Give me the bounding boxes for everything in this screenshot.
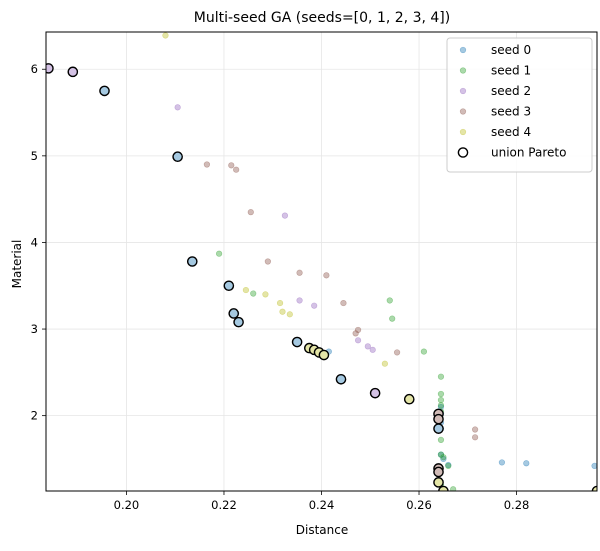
data-point [471, 426, 479, 433]
data-point [311, 302, 318, 309]
series-3-points [203, 161, 479, 441]
data-point [369, 346, 376, 353]
data-point [437, 373, 445, 380]
y-axis-label: Material [10, 240, 24, 289]
data-point [471, 434, 479, 441]
data-point [440, 455, 447, 463]
pareto-point [318, 349, 330, 361]
series-2-points [174, 104, 376, 353]
data-point [437, 451, 445, 458]
legend-marker [459, 87, 467, 95]
data-point [216, 250, 223, 257]
data-point [354, 337, 362, 344]
data-point [498, 459, 506, 466]
data-point [250, 290, 257, 297]
data-point [228, 162, 235, 169]
data-point [247, 209, 254, 216]
legend-marker [459, 46, 467, 54]
x-tick-label: 0.28 [504, 498, 530, 512]
data-point [296, 269, 303, 276]
pareto-point [433, 466, 444, 478]
data-point [445, 461, 452, 469]
x-tick-label: 0.24 [309, 498, 335, 512]
y-tick-label: 6 [31, 62, 38, 76]
data-point [389, 315, 396, 322]
x-axis-label: Distance [296, 523, 348, 537]
legend-marker [459, 128, 467, 136]
data-point [281, 212, 289, 219]
pareto-point [228, 308, 240, 319]
data-point [203, 161, 211, 168]
data-point [352, 330, 359, 337]
data-point [323, 272, 330, 279]
pareto-point [433, 413, 444, 425]
legend-label: union Pareto [491, 146, 566, 160]
pareto-point [403, 393, 415, 405]
data-point [393, 349, 401, 356]
data-point [591, 462, 597, 469]
y-tick-label: 5 [31, 149, 38, 163]
data-point [174, 104, 181, 111]
y-tick-label: 2 [31, 409, 38, 423]
data-point [276, 299, 284, 307]
legend: seed 0 seed 1 seed 2 seed 3 seed 4 union Pare… [446, 37, 593, 173]
data-point [354, 326, 362, 334]
pareto-point [172, 151, 183, 163]
pareto-point [223, 280, 235, 292]
data-point [437, 390, 445, 398]
pareto-points [46, 63, 597, 491]
pareto-point [99, 85, 110, 97]
data-point [437, 451, 445, 458]
data-point [523, 460, 530, 467]
data-point [437, 402, 445, 409]
data-point [445, 462, 452, 469]
pareto-point [186, 256, 198, 267]
y-tick-label: 4 [31, 235, 38, 249]
pareto-point [46, 63, 54, 74]
data-point [264, 258, 271, 265]
legend-label: seed 1 [491, 64, 531, 78]
data-point [440, 454, 447, 461]
legend-marker [457, 147, 469, 158]
pareto-point [335, 373, 347, 385]
data-point [340, 299, 347, 307]
series-4-points [162, 32, 388, 367]
data-point [364, 343, 371, 350]
pareto-point [291, 336, 303, 348]
data-point [437, 396, 445, 404]
data-point [162, 32, 169, 39]
data-point [286, 311, 293, 318]
x-tick-label: 0.22 [211, 498, 237, 512]
data-point [242, 286, 250, 294]
data-point [437, 436, 445, 444]
legend-label: seed 3 [491, 105, 531, 119]
data-point [262, 291, 269, 298]
data-point [381, 360, 388, 367]
pareto-point [67, 66, 79, 78]
plot-frame [45, 31, 598, 492]
legend-marker [459, 108, 467, 115]
legend-label: seed 0 [491, 43, 531, 57]
pareto-point [369, 387, 381, 399]
pareto-point [433, 477, 444, 488]
data-point [420, 348, 427, 355]
pareto-point [233, 316, 244, 328]
data-point [233, 166, 240, 173]
legend-label: seed 4 [491, 125, 531, 139]
y-tick-label: 3 [31, 322, 38, 336]
axis-ticks: 0.20 0.22 0.24 0.26 0.28 2 3 4 5 6 [31, 62, 530, 512]
data-point [296, 297, 303, 304]
chart-title: Multi-seed GA (seeds=[0, 1, 2, 3, 4]) [194, 10, 450, 26]
legend-marker [459, 67, 467, 74]
pareto-point [433, 423, 444, 434]
data-point [279, 308, 286, 315]
x-tick-label: 0.26 [406, 498, 432, 512]
data-point [386, 297, 393, 304]
legend-label: seed 2 [491, 84, 531, 98]
legend-box [446, 37, 593, 173]
x-tick-label: 0.20 [114, 498, 140, 512]
data-point [450, 486, 457, 491]
